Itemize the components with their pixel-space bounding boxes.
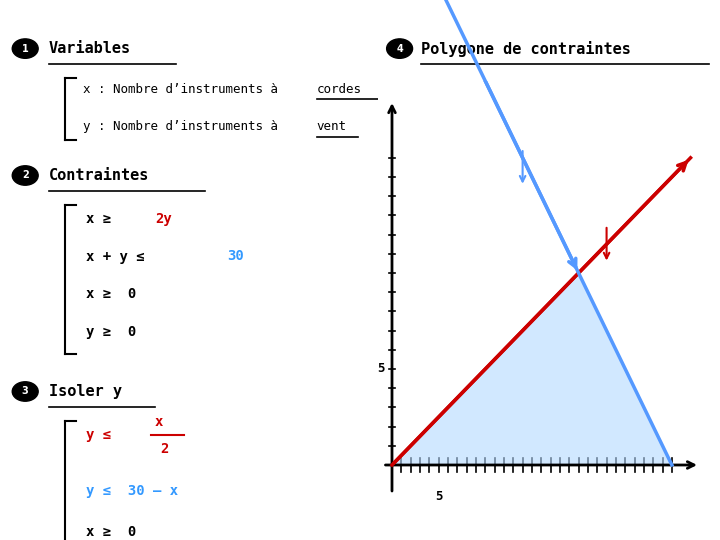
Text: x ≥  0: x ≥ 0 <box>86 525 137 539</box>
Text: Isoler y: Isoler y <box>49 384 122 399</box>
Text: x ≥  0: x ≥ 0 <box>86 287 137 301</box>
Text: 2: 2 <box>161 442 169 456</box>
Text: vent: vent <box>317 120 347 133</box>
Text: Polygone de contraintes: Polygone de contraintes <box>421 40 631 57</box>
Text: y ≤  30 – x: y ≤ 30 – x <box>86 484 179 498</box>
Circle shape <box>387 39 413 58</box>
Text: x : Nombre d’instruments à: x : Nombre d’instruments à <box>83 83 285 96</box>
Text: x ≥: x ≥ <box>86 212 128 226</box>
Text: 5: 5 <box>377 362 384 375</box>
Text: y ≤: y ≤ <box>86 428 128 442</box>
Text: Contraintes: Contraintes <box>49 168 149 183</box>
Circle shape <box>12 382 38 401</box>
Text: 2y: 2y <box>155 212 171 226</box>
Polygon shape <box>392 273 672 465</box>
Text: 2: 2 <box>22 171 29 180</box>
Circle shape <box>12 166 38 185</box>
Text: 4: 4 <box>396 44 403 53</box>
Text: 3: 3 <box>22 387 29 396</box>
Text: 30: 30 <box>227 249 243 264</box>
Text: 5: 5 <box>435 490 442 503</box>
Circle shape <box>12 39 38 58</box>
Text: y : Nombre d’instruments à: y : Nombre d’instruments à <box>83 120 285 133</box>
Text: x + y ≤: x + y ≤ <box>86 249 162 264</box>
Text: x: x <box>155 415 163 429</box>
Text: cordes: cordes <box>317 83 362 96</box>
Text: Variables: Variables <box>49 41 131 56</box>
Text: y ≥  0: y ≥ 0 <box>86 325 137 339</box>
Text: 1: 1 <box>22 44 29 53</box>
